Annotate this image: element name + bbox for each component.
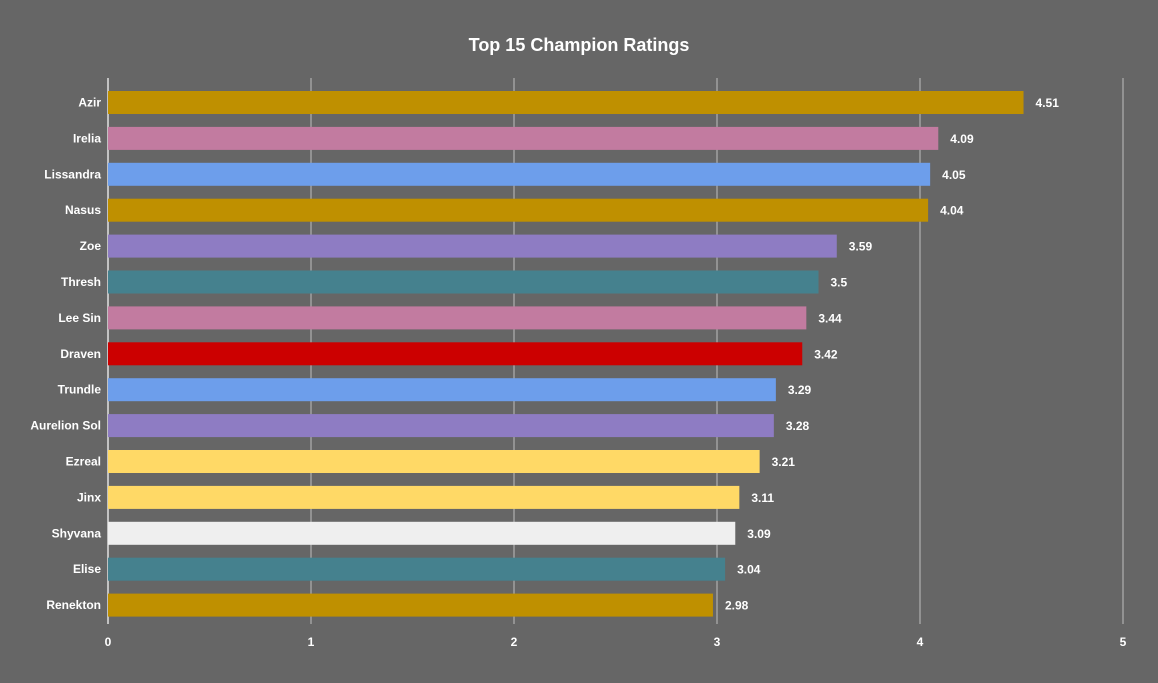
x-tick-label: 1 [308,635,315,649]
value-label: 2.98 [725,599,749,613]
value-label: 3.09 [747,527,771,541]
bar-nasus [108,198,929,222]
value-label: 4.09 [950,132,974,146]
chart-title: Top 15 Champion Ratings [469,35,690,55]
x-tick-label: 5 [1120,635,1127,649]
bar-lissandra [108,162,931,186]
bar-elise [108,557,726,581]
category-label: Zoe [80,239,102,253]
x-tick-label: 0 [105,635,112,649]
value-label: 4.04 [940,204,964,218]
category-label: Lee Sin [58,311,101,325]
category-label: Jinx [77,490,101,504]
value-label: 3.28 [786,419,810,433]
value-label: 3.11 [751,491,774,505]
bar-lee-sin [108,306,807,330]
bar-ezreal [108,450,760,473]
bar-jinx [108,485,740,509]
bars [108,91,1024,617]
category-label: Renekton [46,598,101,612]
category-label: Irelia [73,131,101,145]
value-label: 3.5 [831,276,848,290]
value-label: 3.42 [814,347,838,361]
bar-zoe [108,234,837,258]
value-label: 3.21 [772,455,796,469]
value-label: 4.51 [1036,96,1060,110]
bar-trundle [108,378,776,402]
category-label: Nasus [65,203,101,217]
bar-azir [108,91,1024,114]
category-labels: Azir Irelia Lissandra Nasus Zoe Thresh Lee Sin… [30,96,101,613]
category-label: Lissandra [44,167,101,181]
value-labels: 4.51 4.09 4.05 4.04 3.59 3.5 3.44 3.42 3.29 3.28 3… [725,96,1059,613]
x-tick-label: 3 [714,635,721,649]
value-label: 3.44 [818,311,842,325]
category-label: Trundle [58,383,102,397]
bar-thresh [108,270,819,294]
category-label: Thresh [61,275,101,289]
category-label: Azir [78,96,101,110]
bar-aurelion-sol [108,414,774,438]
bar-shyvana [108,521,736,545]
x-tick-label: 4 [917,635,924,649]
value-label: 3.29 [788,383,812,397]
category-label: Elise [73,562,101,576]
bar-draven [108,342,803,366]
x-tick-label: 2 [511,635,518,649]
value-label: 3.04 [737,563,761,577]
value-label: 4.05 [942,168,966,182]
category-label: Ezreal [66,455,101,469]
value-label: 3.59 [849,240,873,254]
category-label: Shyvana [52,526,102,540]
category-label: Aurelion Sol [30,419,101,433]
bar-renekton [108,593,713,617]
x-axis-ticks: 0 1 2 3 4 5 [105,635,1127,649]
bar-irelia [108,126,939,150]
category-label: Draven [60,347,101,361]
